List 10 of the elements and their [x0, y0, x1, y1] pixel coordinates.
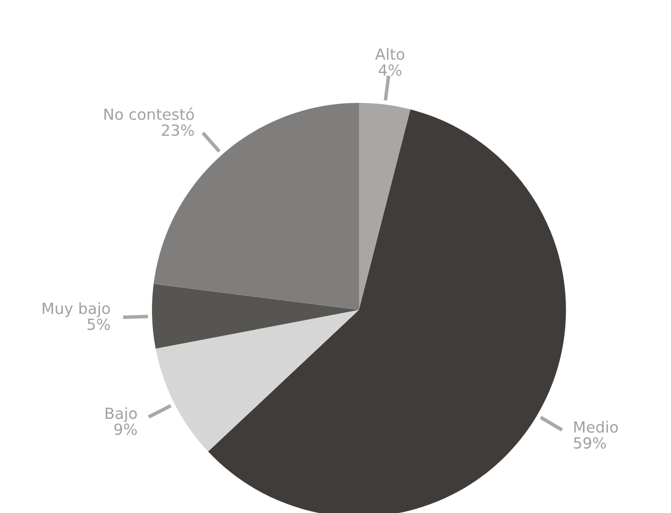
data-label: 4% [378, 64, 402, 76]
slice-label: Medio [574, 420, 618, 433]
data-label: 9% [114, 423, 137, 436]
slice-label: Bajo [106, 407, 137, 422]
data-label: 23% [162, 124, 194, 136]
slice-label: Muy bajo [42, 302, 110, 318]
data-label: 5% [88, 318, 110, 330]
data-label: 59% [574, 437, 606, 449]
slice-label: Alto [375, 48, 404, 60]
slice-label: No contestó [104, 108, 194, 120]
